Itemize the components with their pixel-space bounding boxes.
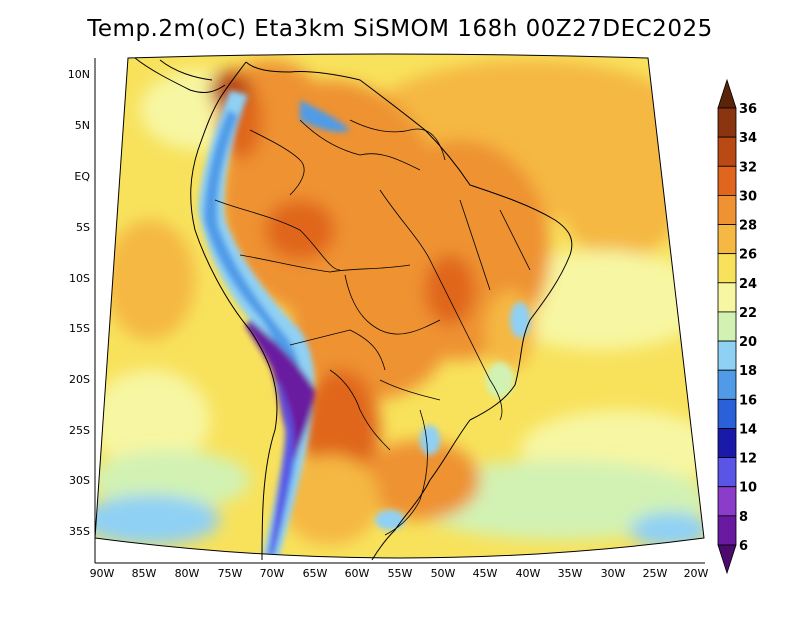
lon-tick-label: 90W <box>90 567 115 580</box>
colorbar-segment <box>717 253 737 284</box>
colorbar-label: 6 <box>739 539 748 554</box>
central-america-coast <box>134 57 226 93</box>
lon-tick-label: 50W <box>431 567 456 580</box>
colorbar-label: 30 <box>739 189 757 204</box>
colorbar-segment <box>717 311 737 342</box>
colorbar-label: 10 <box>739 481 757 496</box>
colorbar-segment <box>717 194 737 225</box>
lon-tick-label: 40W <box>516 567 541 580</box>
colorbar-segment <box>717 369 737 400</box>
colorbar-label: 24 <box>739 277 757 292</box>
coastline <box>190 61 573 561</box>
temperature-field <box>95 54 704 558</box>
lon-tick-label: 45W <box>473 567 498 580</box>
colorbar: 36 34 32 30 28 26 24 22 20 18 16 14 12 10 8 6 <box>717 78 757 575</box>
lat-tick-label: 5S <box>76 221 90 234</box>
colorbar-label: 20 <box>739 335 757 350</box>
lat-tick-label: 25S <box>69 424 90 437</box>
lon-tick-label: 25W <box>643 567 668 580</box>
colorbar-segment <box>717 486 737 517</box>
colorbar-label: 34 <box>739 131 757 146</box>
colorbar-segment <box>717 428 737 459</box>
colorbar-segment <box>717 224 737 255</box>
lat-tick-label: 10N <box>68 68 90 81</box>
colorbar-segment <box>717 457 737 488</box>
lat-tick-label: 20S <box>69 373 90 386</box>
lon-tick-label: 60W <box>345 567 370 580</box>
colorbar-label: 18 <box>739 364 757 379</box>
lon-tick-label: 75W <box>218 567 243 580</box>
colorbar-min-triangle <box>717 544 737 575</box>
lat-tick-label: EQ <box>74 170 90 183</box>
colorbar-label: 8 <box>739 510 748 525</box>
lat-tick-label: 5N <box>75 119 90 132</box>
latitude-axis: 10N 5N EQ 5S 10S 15S 20S 25S 30S 35S <box>68 58 96 563</box>
lon-tick-label: 85W <box>132 567 157 580</box>
colorbar-segment <box>717 165 737 196</box>
lon-tick-label: 70W <box>260 567 285 580</box>
lon-tick-label: 35W <box>558 567 583 580</box>
longitude-axis: 90W 85W 80W 75W 70W 65W 60W 55W 50W 45W … <box>90 562 709 580</box>
lon-tick-label: 80W <box>175 567 200 580</box>
country-borders <box>214 119 531 536</box>
colorbar-label: 16 <box>739 393 757 408</box>
colorbar-max-triangle <box>717 78 737 109</box>
lat-tick-label: 10S <box>69 272 90 285</box>
colorbar-segment <box>717 136 737 167</box>
colorbar-segment <box>717 515 737 546</box>
map-title: Temp.2m(oC) Eta3km SiSMOM 168h 00Z27DEC2… <box>87 16 713 42</box>
colorbar-label: 26 <box>739 248 757 263</box>
lon-tick-label: 55W <box>388 567 413 580</box>
colorbar-segment <box>717 398 737 429</box>
colorbar-segment <box>717 340 737 371</box>
lat-tick-label: 15S <box>69 322 90 335</box>
colorbar-label: 28 <box>739 219 757 234</box>
lon-tick-label: 30W <box>601 567 626 580</box>
colorbar-segment <box>717 107 737 138</box>
lon-tick-label: 65W <box>303 567 328 580</box>
lat-tick-label: 35S <box>69 525 90 538</box>
lat-tick-label: 30S <box>69 474 90 487</box>
colorbar-segment <box>717 282 737 313</box>
colorbar-label: 32 <box>739 160 757 175</box>
colorbar-label: 12 <box>739 452 757 467</box>
lon-tick-label: 20W <box>684 567 709 580</box>
colorbar-label: 14 <box>739 422 757 437</box>
colorbar-label: 36 <box>739 102 757 117</box>
colorbar-label: 22 <box>739 306 757 321</box>
map-frame <box>94 53 705 559</box>
